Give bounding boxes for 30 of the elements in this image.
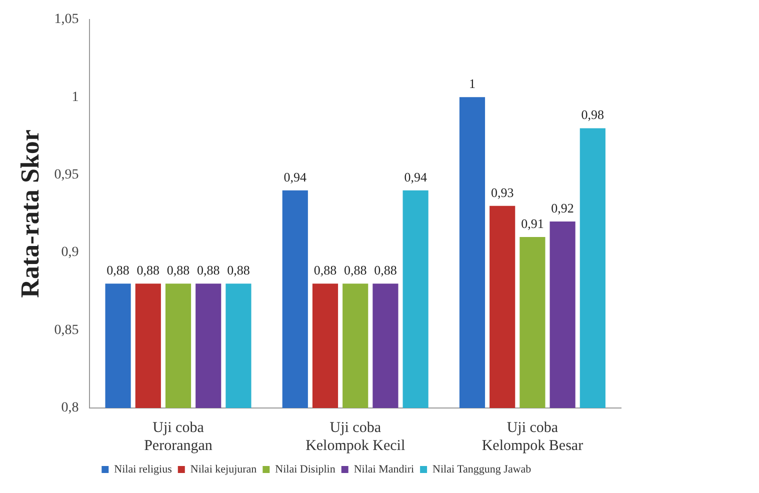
y-tick-label: 0,95 (54, 168, 79, 183)
data-label: 0,88 (374, 262, 397, 278)
data-label: 0,88 (344, 262, 367, 278)
y-tick-label: 0,85 (54, 322, 79, 338)
y-axis-title: Rata-rata Skor (15, 130, 44, 298)
data-label: 0,94 (284, 169, 308, 184)
data-label: 0,92 (551, 200, 574, 216)
data-label: 0,93 (490, 184, 514, 200)
legend-label: Nilai religius (114, 463, 172, 476)
data-label: 0,88 (106, 262, 130, 278)
legend-label: Nilai Tanggung Jawab (432, 463, 532, 476)
data-label: 0,88 (166, 262, 190, 278)
x-tick-label: Uji coba Perorangan (144, 420, 213, 454)
data-label: 0,88 (227, 262, 250, 278)
data-label: 0,91 (521, 216, 544, 231)
y-tick-label: 0,8 (61, 400, 79, 416)
data-label: 0,98 (581, 107, 604, 122)
x-tick-label: Uji coba Kelompok Kecil (306, 420, 406, 454)
legend-label: Nilai Mandiri (354, 463, 414, 476)
data-label: 0,88 (196, 262, 220, 278)
y-tick-label: 1,05 (54, 12, 79, 28)
y-tick-label: 1 (72, 90, 79, 105)
data-label: 0,88 (314, 262, 337, 278)
data-label: 0,94 (404, 169, 428, 184)
data-label: 1 (468, 76, 476, 92)
x-tick-label: Uji coba Kelompok Besar (482, 420, 584, 454)
y-tick-label: 0,9 (61, 245, 79, 260)
data-label: 0,88 (136, 262, 160, 278)
legend-label: Nilai kejujuran (190, 463, 258, 476)
legend-label: Nilai Disiplin (275, 463, 336, 476)
